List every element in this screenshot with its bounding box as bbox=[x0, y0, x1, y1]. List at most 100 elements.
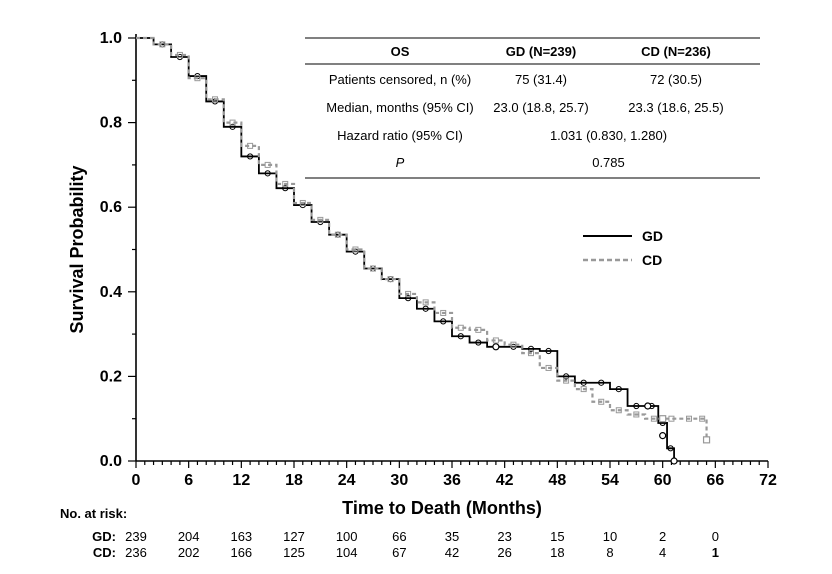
censor-marker-gd bbox=[475, 339, 482, 346]
censor-marker-cd bbox=[317, 216, 324, 223]
risk-cell: 18 bbox=[550, 545, 564, 560]
risk-cell: 35 bbox=[445, 529, 459, 544]
risk-cell: 26 bbox=[497, 545, 511, 560]
risk-row-label: CD: bbox=[93, 545, 116, 560]
y-tick-label: 0.4 bbox=[100, 284, 122, 301]
censor-marker-gd bbox=[598, 379, 605, 386]
censor-marker-cd bbox=[352, 246, 359, 253]
x-tick-label: 24 bbox=[338, 472, 356, 489]
censor-marker-cd bbox=[699, 415, 706, 422]
censor-marker-gd bbox=[667, 445, 674, 452]
censor-marker-cd bbox=[247, 142, 254, 149]
table-header-1: GD (N=239) bbox=[506, 44, 576, 59]
censor-marker-gd bbox=[633, 402, 640, 410]
censor-marker-cd bbox=[659, 415, 667, 423]
y-tick-label: 0.8 bbox=[100, 115, 122, 132]
legend-label-cd: CD bbox=[642, 252, 662, 268]
censor-marker-cd bbox=[650, 415, 657, 422]
stats-table: OS GD (N=239) CD (N=236) Patients censored,… bbox=[305, 37, 760, 179]
censor-marker-gd bbox=[527, 345, 535, 353]
censor-marker-cd bbox=[387, 276, 394, 283]
table-row-value: 0.785 bbox=[592, 155, 625, 170]
censor-marker-gd bbox=[405, 295, 412, 302]
x-tick-label: 12 bbox=[232, 472, 250, 489]
censor-marker-gd bbox=[615, 385, 622, 393]
censor-marker-cd bbox=[598, 398, 605, 405]
x-tick-label: 36 bbox=[443, 472, 461, 489]
censor-marker-gd bbox=[247, 153, 254, 160]
censor-marker-gd bbox=[264, 170, 271, 177]
censor-marker-cd bbox=[440, 309, 447, 316]
risk-cell: 15 bbox=[550, 529, 564, 544]
table-row-label: P bbox=[396, 155, 405, 170]
risk-cell: 100 bbox=[336, 529, 358, 544]
censor-marker-cd bbox=[545, 364, 552, 371]
risk-cell: 127 bbox=[283, 529, 305, 544]
table-row-value: 1.031 (0.830, 1.280) bbox=[550, 128, 667, 143]
x-tick-label: 18 bbox=[285, 472, 303, 489]
censor-marker-cd bbox=[229, 119, 236, 126]
y-tick-label: 0.6 bbox=[100, 199, 122, 216]
censor-marker-gd bbox=[282, 185, 289, 192]
risk-cell: 236 bbox=[125, 545, 147, 560]
series-cd-line bbox=[136, 36, 708, 440]
censor-marker-cd bbox=[686, 415, 692, 422]
censor-marker-cd bbox=[492, 337, 499, 344]
censor-marker-gd bbox=[670, 457, 678, 465]
risk-cell: 4 bbox=[659, 545, 666, 560]
x-tick-label: 72 bbox=[759, 472, 777, 489]
x-tick-label: 48 bbox=[548, 472, 566, 489]
risk-cell: 2 bbox=[659, 529, 666, 544]
censor-marker-gd bbox=[659, 432, 667, 440]
table-cell-cd: 72 (30.5) bbox=[650, 72, 702, 87]
censor-marker-cd bbox=[299, 199, 306, 206]
risk-cell: 166 bbox=[230, 545, 252, 560]
risk-cell: 0 bbox=[712, 529, 719, 544]
table-header-0: OS bbox=[391, 44, 410, 59]
censor-marker-gd bbox=[644, 402, 652, 410]
censor-marker-cd bbox=[212, 96, 218, 103]
legend: GD CD bbox=[583, 228, 663, 268]
censor-marker-cd bbox=[668, 415, 675, 422]
x-tick-label: 6 bbox=[184, 472, 193, 489]
risk-cell: 204 bbox=[178, 529, 200, 544]
censor-marker-cd bbox=[457, 324, 464, 331]
y-axis-title: Survival Probability bbox=[67, 165, 87, 333]
censor-marker-cd bbox=[334, 231, 341, 238]
y-tick-label: 1.0 bbox=[100, 30, 122, 47]
censor-marker-cd bbox=[405, 290, 412, 297]
censor-marker-cd bbox=[282, 180, 289, 187]
y-tick-label: 0.2 bbox=[100, 368, 122, 385]
censor-marker-cd bbox=[563, 377, 570, 384]
censor-marker-gd bbox=[545, 347, 552, 355]
x-tick-label: 0 bbox=[132, 472, 141, 489]
x-tick-label: 54 bbox=[601, 472, 619, 489]
table-row-label: Patients censored, n (%) bbox=[329, 72, 471, 87]
x-tick-label: 66 bbox=[706, 472, 724, 489]
table-header-2: CD (N=236) bbox=[641, 44, 711, 59]
censor-marker-cd bbox=[475, 326, 482, 333]
table-cell-gd: 75 (31.4) bbox=[515, 72, 567, 87]
x-tick-label: 30 bbox=[390, 472, 408, 489]
censor-marker-gd bbox=[580, 379, 587, 386]
risk-cell: 66 bbox=[392, 529, 406, 544]
x-tick-label: 42 bbox=[496, 472, 514, 489]
risk-row-label: GD: bbox=[92, 529, 116, 544]
risk-table: No. at risk:GD: 239 204 163 127 100 66 35 23 15 10… bbox=[60, 506, 719, 560]
risk-cell: 163 bbox=[230, 529, 252, 544]
table-cell-cd: 23.3 (18.6, 25.5) bbox=[628, 100, 723, 115]
censor-marker-gd bbox=[422, 305, 429, 312]
risk-cell: 202 bbox=[178, 545, 200, 560]
censor-marker-cd bbox=[194, 75, 201, 82]
series-gd-line bbox=[136, 37, 675, 461]
axes: 0 6 12 18 24 30 36 42 48 54 60 66 72 0.0 0.2 0.4 0.6 0.8 1… bbox=[67, 30, 777, 518]
y-tick-label: 0.0 bbox=[100, 453, 122, 470]
censor-marker-cd bbox=[580, 386, 587, 393]
table-row-label: Median, months (95% CI) bbox=[326, 100, 473, 115]
risk-cell: 125 bbox=[283, 545, 305, 560]
risk-cell: 8 bbox=[606, 545, 613, 560]
censor-marker-cd bbox=[264, 161, 271, 168]
censor-marker-cd bbox=[159, 41, 166, 48]
censor-marker-gd bbox=[229, 123, 236, 130]
x-tick-label: 60 bbox=[654, 472, 672, 489]
